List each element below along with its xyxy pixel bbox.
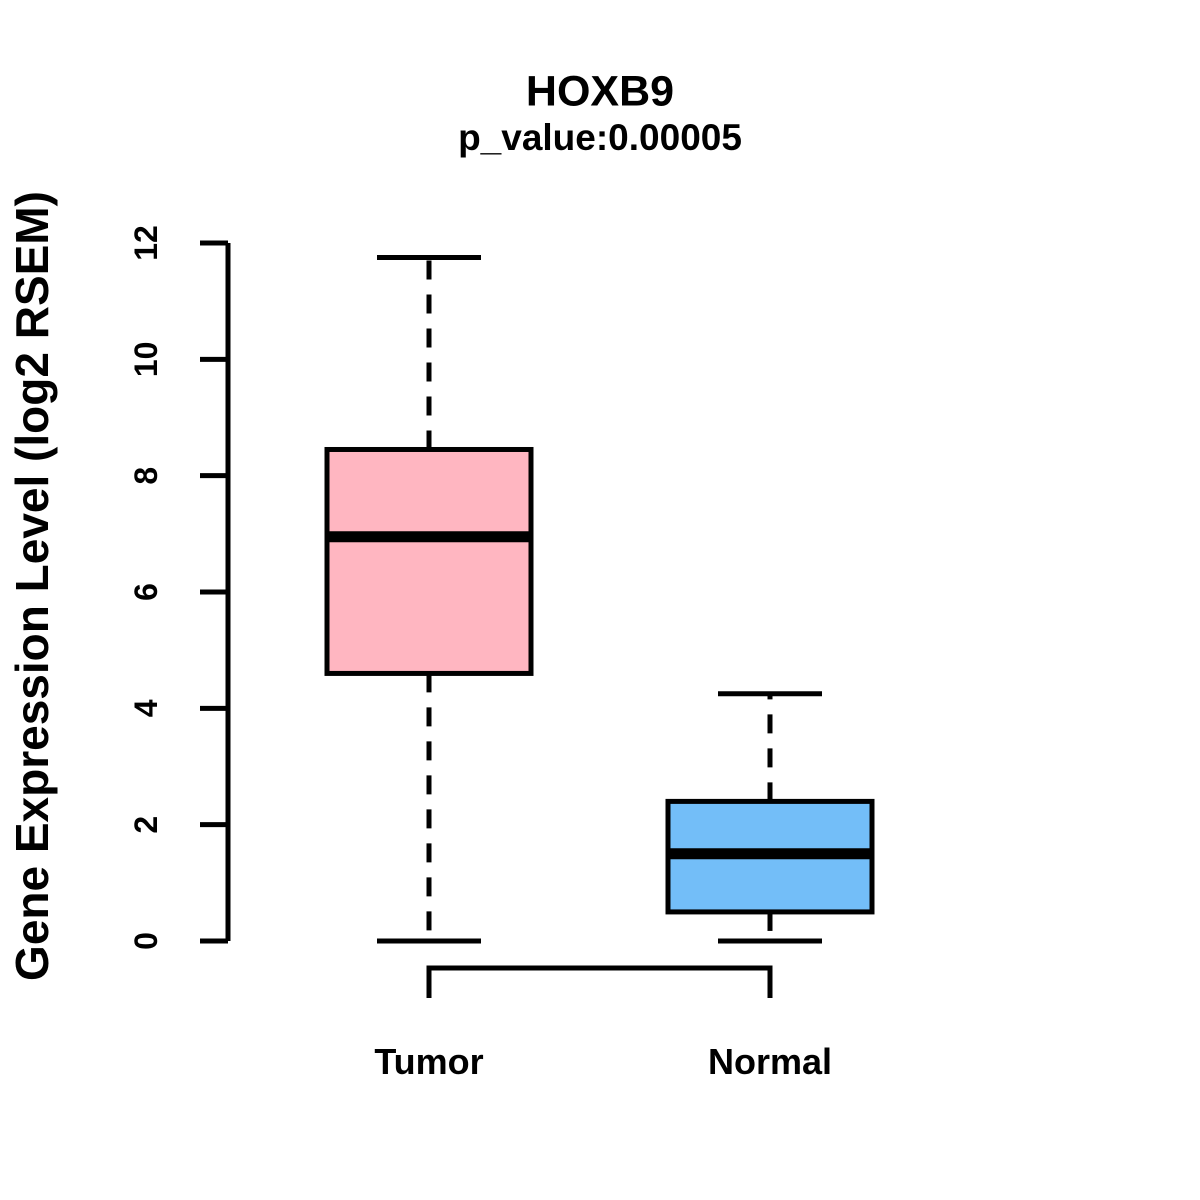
y-tick-label: 8 bbox=[128, 467, 164, 485]
chart-title: HOXB9 bbox=[525, 67, 675, 116]
y-tick-label: 12 bbox=[128, 225, 164, 261]
chart-subtitle-pvalue: p_value:0.00005 bbox=[458, 117, 742, 158]
y-tick-label: 2 bbox=[128, 816, 164, 834]
y-tick-label: 4 bbox=[128, 699, 164, 717]
y-tick-label: 10 bbox=[128, 342, 164, 378]
x-axis-bracket bbox=[426, 965, 773, 998]
x-category-label-tumor: Tumor bbox=[374, 1041, 483, 1082]
x-category-label-normal: Normal bbox=[708, 1041, 832, 1082]
iqr-box-tumor bbox=[324, 446, 534, 676]
y-tick-label: 6 bbox=[128, 583, 164, 601]
y-tick-label: 0 bbox=[128, 932, 164, 950]
